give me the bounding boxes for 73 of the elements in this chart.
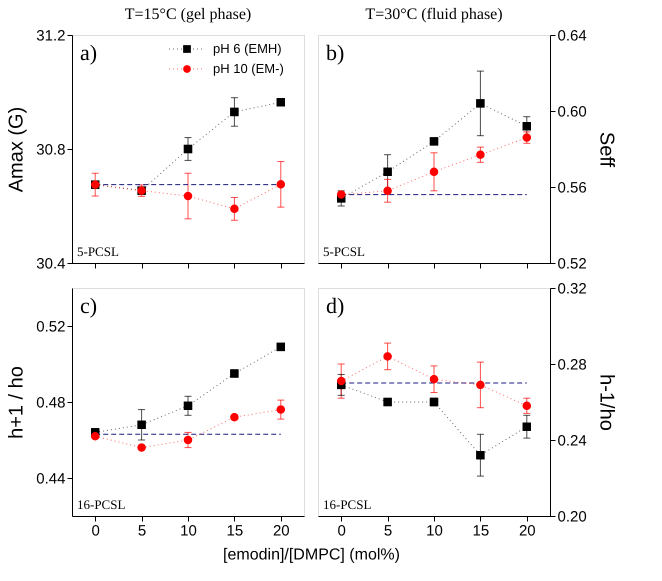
y-tick-label: 0.28 <box>558 356 587 374</box>
annotation: 5-PCSL <box>77 244 119 259</box>
point <box>276 98 285 106</box>
x-tick-label: 5 <box>384 522 392 540</box>
point <box>276 180 285 189</box>
y-axis-title: Amax (G) <box>5 106 28 192</box>
point <box>137 443 146 452</box>
y-axis-title: Seff <box>596 132 618 168</box>
y-tick-label: 31.2 <box>36 28 66 44</box>
y-tick-label: 0.48 <box>36 394 66 412</box>
y-tick-label: 0.52 <box>36 318 66 336</box>
point <box>337 376 346 386</box>
chart-title: T=15°C (gel phase) <box>124 6 252 23</box>
point <box>383 168 392 176</box>
annotation: 5-PCSL <box>323 244 365 259</box>
point <box>430 137 438 146</box>
x-tick-label: 15 <box>226 522 244 540</box>
point <box>230 204 239 214</box>
point <box>522 122 531 130</box>
point <box>230 413 239 422</box>
point <box>230 108 239 116</box>
point <box>522 133 531 142</box>
point <box>184 192 192 200</box>
y-tick-label: 0.60 <box>558 104 587 120</box>
y-tick-label: 0.44 <box>36 470 66 488</box>
y-axis-title: h-1/ho <box>596 374 618 431</box>
point <box>522 402 531 410</box>
point <box>522 422 531 431</box>
point <box>476 451 485 460</box>
point <box>430 168 438 176</box>
x-axis-title: [emodin]/[DMPC] (mol%) <box>223 546 400 564</box>
legend-label: pH 10 (EM-) <box>213 61 284 76</box>
y-axis-title: h+1 / ho <box>5 366 28 439</box>
point <box>91 432 100 440</box>
y-tick-label: 0.56 <box>558 180 587 196</box>
annotation: b) <box>326 40 344 65</box>
x-tick-label: 0 <box>338 522 346 540</box>
point <box>184 402 192 410</box>
point <box>276 342 285 352</box>
y-tick-label: 0.32 <box>558 280 587 298</box>
point <box>230 369 239 378</box>
point <box>476 380 485 390</box>
y-tick-label: 30.4 <box>36 256 66 272</box>
point <box>430 375 438 384</box>
annotation: d) <box>326 293 344 318</box>
point <box>137 420 146 429</box>
x-tick-label: 20 <box>518 522 536 540</box>
x-tick-label: 10 <box>180 522 197 540</box>
y-tick-label: 0.52 <box>558 256 587 272</box>
annotation: a) <box>80 40 98 65</box>
legend-label: pH 6 (EMH) <box>213 41 282 56</box>
annotation: c) <box>80 293 98 318</box>
y-tick-label: 0.20 <box>558 508 587 526</box>
chart-title: T=30°C (fluid phase) <box>365 6 503 23</box>
x-tick-label: 15 <box>472 522 490 540</box>
x-tick-label: 5 <box>138 522 146 540</box>
point <box>337 190 346 199</box>
y-tick-label: 0.64 <box>558 28 587 44</box>
annotation: 16-PCSL <box>323 497 372 512</box>
point <box>476 99 485 108</box>
annotation: 16-PCSL <box>77 497 126 512</box>
x-tick-label: 10 <box>426 522 443 540</box>
point <box>383 186 392 195</box>
point <box>184 436 192 444</box>
x-tick-label: 20 <box>272 522 290 540</box>
point <box>476 150 485 159</box>
x-tick-label: 0 <box>92 522 100 540</box>
y-tick-label: 30.8 <box>36 142 66 158</box>
point <box>184 144 192 154</box>
point <box>383 398 392 406</box>
point <box>383 352 392 361</box>
point <box>276 405 285 414</box>
y-tick-label: 0.24 <box>558 432 587 450</box>
